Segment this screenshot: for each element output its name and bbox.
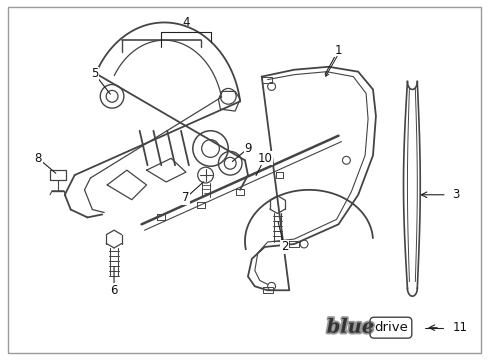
- Text: 2: 2: [280, 240, 287, 253]
- Text: 10: 10: [257, 152, 271, 165]
- Text: 7: 7: [182, 191, 189, 204]
- Text: 3: 3: [451, 188, 458, 201]
- Text: 9: 9: [244, 142, 251, 155]
- Text: 4: 4: [182, 16, 189, 29]
- Text: blue: blue: [326, 319, 373, 337]
- Text: 11: 11: [452, 321, 467, 334]
- Text: 1: 1: [334, 44, 342, 57]
- Text: 8: 8: [35, 152, 42, 165]
- Text: 6: 6: [110, 284, 118, 297]
- Text: 5: 5: [90, 67, 98, 80]
- Text: drive: drive: [373, 321, 407, 334]
